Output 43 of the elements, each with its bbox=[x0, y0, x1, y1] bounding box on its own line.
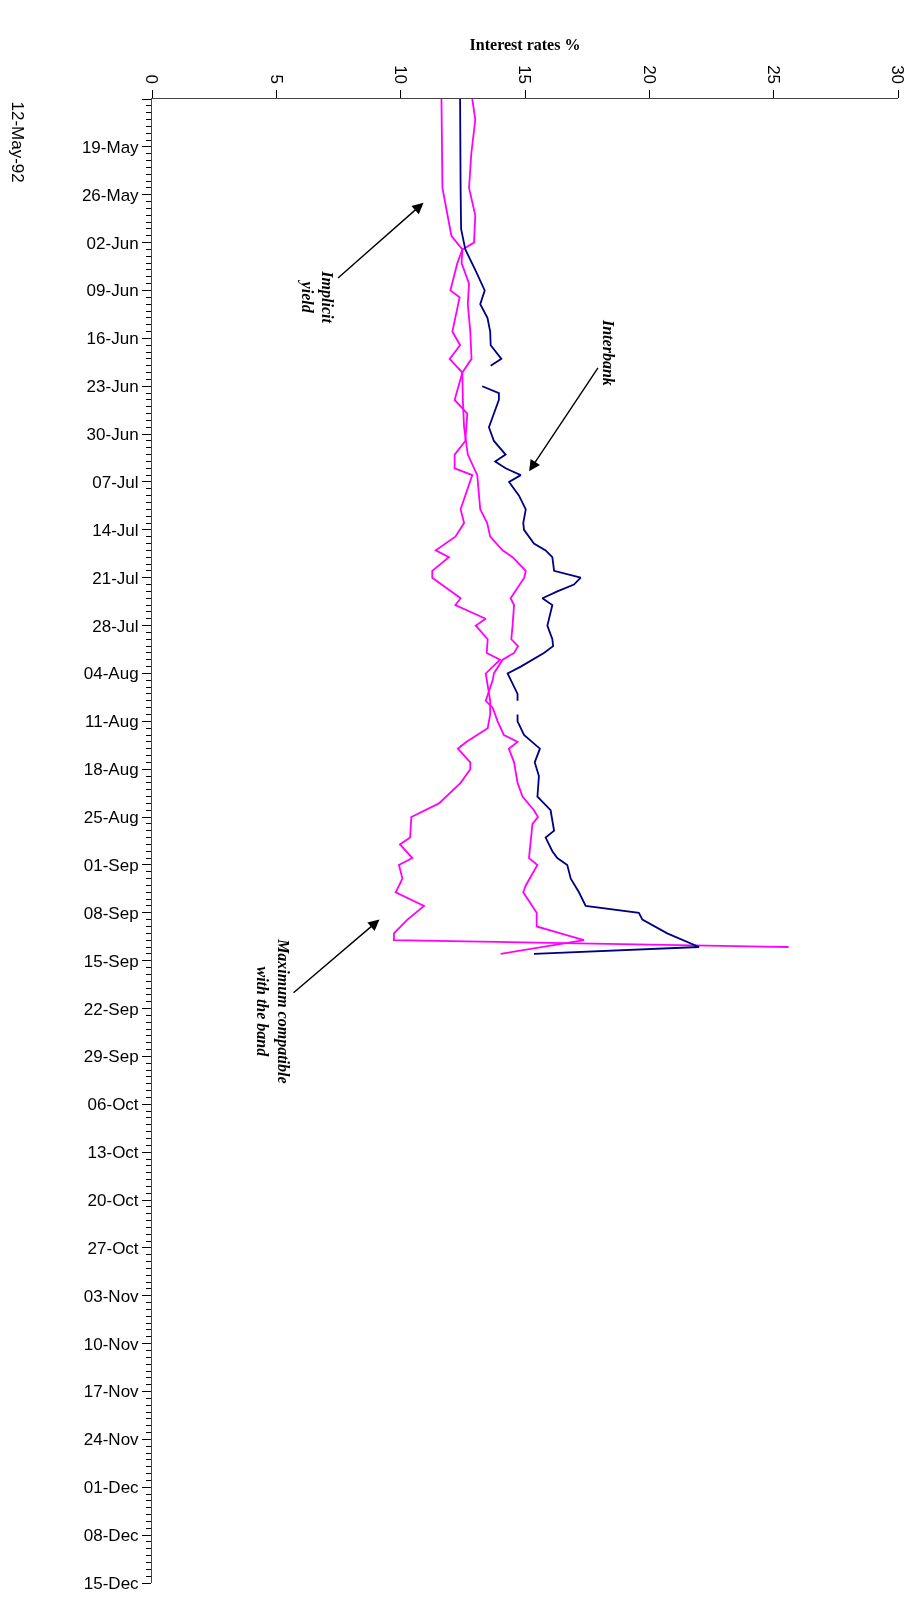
y-tick-label: 23-Jun bbox=[86, 377, 139, 397]
y-tick-label: 26-May bbox=[81, 185, 140, 205]
y-tick-label: 18-Aug bbox=[83, 760, 139, 780]
y-tick-label: 21-Jul bbox=[92, 568, 139, 588]
y-tick-label: 08-Dec bbox=[83, 1526, 140, 1546]
y-tick-label: 19-May bbox=[81, 137, 140, 157]
x-tick-label: 20 bbox=[639, 65, 659, 85]
y-tick-label: 14-Jul bbox=[92, 520, 139, 540]
x-tick-label: 15 bbox=[515, 65, 535, 85]
y-tick-label: 20-Oct bbox=[87, 1190, 139, 1210]
y-tick-label: 10-Nov bbox=[83, 1334, 140, 1354]
x-tick-label: 25 bbox=[764, 65, 784, 85]
annotation: Interbank bbox=[599, 318, 617, 386]
y-tick-label: 04-Aug bbox=[83, 664, 139, 684]
y-tick-label: 24-Nov bbox=[83, 1430, 140, 1450]
y-tick-label: 06-Oct bbox=[87, 1095, 139, 1115]
y-tick-label: 17-Nov bbox=[83, 1382, 140, 1402]
y-tick-label: 16-Jun bbox=[86, 329, 139, 349]
y-tick-label: 28-Jul bbox=[92, 616, 139, 636]
y-tick-label: 13-Oct bbox=[87, 1143, 139, 1163]
y-tick-label: 15-Sep bbox=[83, 951, 139, 971]
x-tick-label: 10 bbox=[391, 65, 411, 85]
y-tick-label: 01-Sep bbox=[83, 855, 139, 875]
y-tick-label: 02-Jun bbox=[86, 233, 139, 253]
y-tick-label: 27-Oct bbox=[87, 1238, 139, 1258]
y-tick-label: 15-Dec bbox=[83, 1573, 140, 1593]
y-tick-label: 09-Jun bbox=[86, 281, 139, 301]
x-tick-label: 5 bbox=[266, 74, 286, 85]
x-tick-label: 0 bbox=[142, 74, 162, 85]
y-tick-label: 07-Jul bbox=[92, 472, 139, 492]
y-tick-label: 29-Sep bbox=[83, 1047, 139, 1067]
y-tick-label: 03-Nov bbox=[83, 1286, 140, 1306]
y-tick-label: 11-Aug bbox=[85, 712, 139, 732]
x-tick-label: 30 bbox=[888, 65, 908, 85]
text: 12-May-92 bbox=[7, 101, 27, 183]
y-tick-label: 25-Aug bbox=[83, 808, 139, 828]
annotation: Implicit yield bbox=[297, 270, 337, 324]
x-axis-title: Interest rates % bbox=[469, 36, 581, 54]
y-tick-label: 01-Dec bbox=[83, 1478, 140, 1498]
y-tick-label: 30-Jun bbox=[86, 425, 139, 445]
y-tick-label: 08-Sep bbox=[83, 903, 139, 923]
y-tick-label: 22-Sep bbox=[83, 999, 139, 1019]
annotation: Maximum compatible with the band bbox=[254, 938, 293, 1084]
